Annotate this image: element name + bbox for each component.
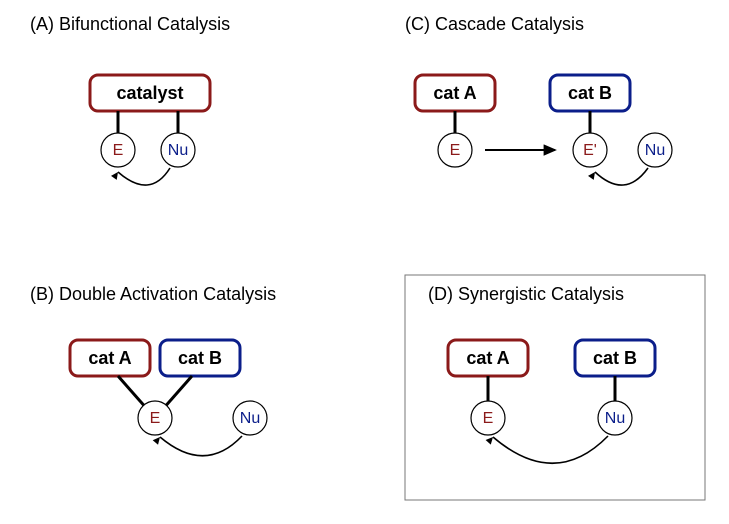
A-circle-A-E: E — [101, 133, 135, 167]
B-catB-label: cat B — [178, 348, 222, 368]
B-circle-B-Nu: Nu — [233, 401, 267, 435]
B-connector — [166, 376, 192, 405]
D-E-label: E — [483, 410, 494, 427]
D-circle-D-E: E — [471, 401, 505, 435]
D-curved-arrow-head — [486, 437, 493, 445]
B-box-B-catB: cat B — [160, 340, 240, 376]
B-catA-label: cat A — [88, 348, 131, 368]
A-circle-A-Nu: Nu — [161, 133, 195, 167]
D-box-D-catB: cat B — [575, 340, 655, 376]
panel-C-title: (C) Cascade Catalysis — [405, 14, 584, 34]
C-Nu-label: Nu — [645, 142, 665, 159]
C-circle-C-E: E — [438, 133, 472, 167]
C-box-C-catA: cat A — [415, 75, 495, 111]
panel-A-title: (A) Bifunctional Catalysis — [30, 14, 230, 34]
B-box-B-catA: cat A — [70, 340, 150, 376]
A-E-label: E — [113, 142, 124, 159]
C-E-label: E — [450, 142, 461, 159]
D-Nu-label: Nu — [605, 410, 625, 427]
panel-B-title: (B) Double Activation Catalysis — [30, 284, 276, 304]
D-catB-label: cat B — [593, 348, 637, 368]
D-catA-label: cat A — [466, 348, 509, 368]
panel-D-frame — [405, 275, 705, 500]
A-Nu-label: Nu — [168, 142, 188, 159]
D-curved-arrow — [493, 436, 608, 463]
C-catB-label: cat B — [568, 83, 612, 103]
C-Ep-label: E' — [583, 142, 597, 159]
C-catA-label: cat A — [433, 83, 476, 103]
C-box-C-catB: cat B — [550, 75, 630, 111]
D-circle-D-Nu: Nu — [598, 401, 632, 435]
C-circle-C-Ep: E' — [573, 133, 607, 167]
B-Nu-label: Nu — [240, 410, 260, 427]
A-cat-label: catalyst — [116, 83, 183, 103]
B-curved-arrow — [160, 436, 242, 456]
C-circle-C-Nu: Nu — [638, 133, 672, 167]
B-curved-arrow-head — [153, 437, 160, 445]
B-connector — [118, 376, 144, 405]
D-box-D-catA: cat A — [448, 340, 528, 376]
B-E-label: E — [150, 410, 161, 427]
C-curved-arrow-head — [588, 172, 595, 180]
panel-D-title: (D) Synergistic Catalysis — [428, 284, 624, 304]
C-curved-arrow — [595, 168, 648, 185]
A-curved-arrow-head — [111, 172, 118, 180]
B-circle-B-E: E — [138, 401, 172, 435]
A-curved-arrow — [118, 168, 170, 185]
A-box-A-cat: catalyst — [90, 75, 210, 111]
